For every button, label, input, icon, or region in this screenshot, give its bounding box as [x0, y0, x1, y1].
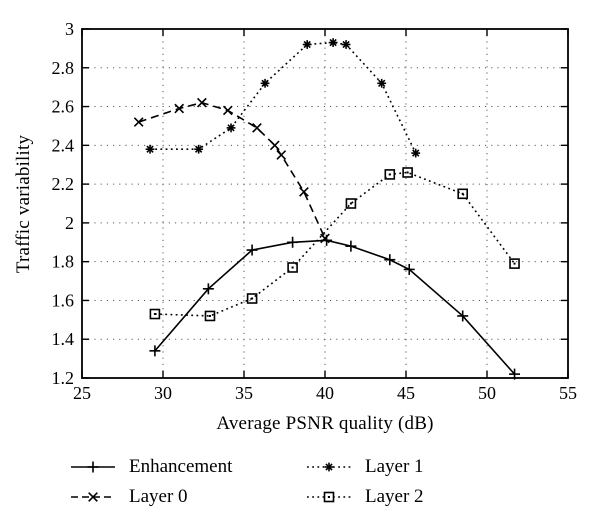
- dotted-asterisk-line-sample-icon: [307, 462, 351, 471]
- x-axis-title: Average PSNR quality (dB): [216, 413, 434, 434]
- svg-text:55: 55: [559, 383, 577, 403]
- legend-label-layer1: Layer 1: [365, 455, 424, 477]
- chart-canvas: 25 30 35 40 45 50 55 1.2 1.4 1.6 1.8 2 2.2 2.4 2.6 2.8 3: [52, 19, 578, 403]
- legend-item-layer1: Layer 1: [306, 454, 424, 479]
- dotted-square-line-sample-icon: [307, 491, 351, 502]
- svg-text:35: 35: [235, 383, 253, 403]
- svg-text:1.6: 1.6: [52, 290, 75, 310]
- svg-text:3: 3: [65, 19, 74, 39]
- legend-column-right: Layer 1 Layer 2: [306, 454, 424, 509]
- svg-text:45: 45: [397, 383, 415, 403]
- legend-label-layer2: Layer 2: [365, 485, 424, 507]
- legend-column-left: Enhancement Layer 0: [70, 454, 232, 509]
- svg-text:40: 40: [316, 383, 334, 403]
- legend-label-enhancement: Enhancement: [129, 455, 233, 477]
- legend-item-layer2: Layer 2: [306, 484, 424, 509]
- svg-text:1.2: 1.2: [52, 368, 75, 388]
- legend-item-enhancement: Enhancement: [70, 454, 232, 479]
- svg-text:2.4: 2.4: [52, 135, 75, 155]
- svg-text:1.4: 1.4: [52, 329, 75, 349]
- svg-text:2.8: 2.8: [52, 58, 75, 78]
- legend-label-layer0: Layer 0: [129, 485, 188, 507]
- y-axis-title: Traffic variability: [13, 134, 34, 274]
- svg-text:2.2: 2.2: [52, 174, 75, 194]
- svg-text:50: 50: [478, 383, 496, 403]
- svg-text:1.8: 1.8: [52, 252, 75, 272]
- svg-text:2: 2: [65, 213, 74, 233]
- legend-item-layer0: Layer 0: [70, 484, 232, 509]
- dashed-x-line-sample-icon: [71, 491, 115, 502]
- solid-plus-line-sample-icon: [71, 461, 115, 472]
- svg-text:2.6: 2.6: [52, 97, 75, 117]
- svg-text:25: 25: [73, 383, 91, 403]
- svg-text:30: 30: [154, 383, 172, 403]
